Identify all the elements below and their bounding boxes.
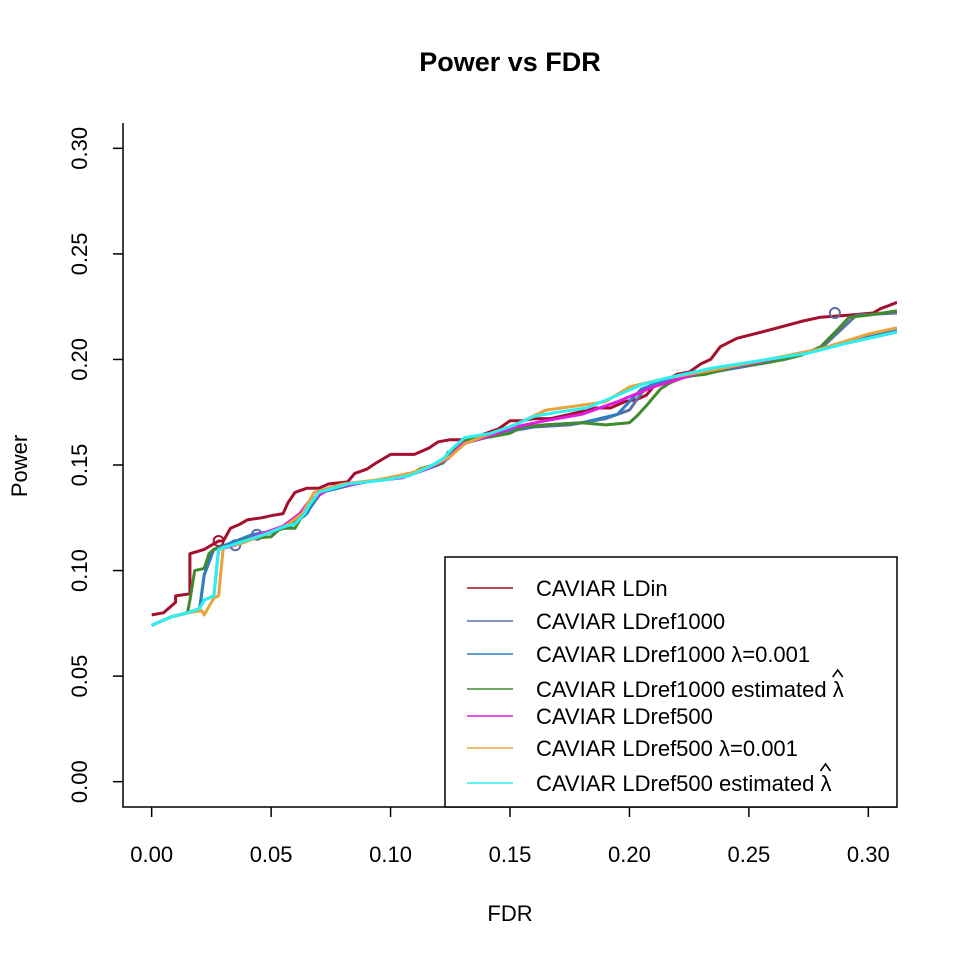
x-tick-label: 0.15 (489, 842, 532, 867)
legend-label-6: CAVIAR LDref500 λ=0.001 (536, 736, 798, 761)
legend: CAVIAR LDin CAVIAR LDref1000 CAVIAR LDref1… (444, 556, 898, 808)
plot-lines (151, 300, 897, 627)
legend-label-1: CAVIAR LDin (536, 576, 668, 601)
x-tick-label: 0.25 (727, 842, 770, 867)
axes: 0.00 0.05 0.10 0.15 0.20 0.25 0.30 0.00 0.05 0.10… (67, 123, 897, 867)
y-tick-label: 0.15 (67, 444, 92, 487)
y-tick-label: 0.20 (67, 338, 92, 381)
legend-label-5: CAVIAR LDref500 (536, 704, 713, 729)
y-tick-label: 0.25 (67, 232, 92, 275)
x-tick-label: 0.00 (130, 842, 173, 867)
legend-label-4: CAVIAR LDref1000 estimated λ (536, 677, 844, 702)
y-tick-label: 0.10 (67, 549, 92, 592)
legend-box (444, 556, 898, 808)
chart-title: Power vs FDR (419, 47, 601, 77)
y-tick-label: 0.05 (67, 655, 92, 698)
x-tick-label: 0.05 (250, 842, 293, 867)
x-axis-label: FDR (487, 901, 532, 926)
x-tick-label: 0.30 (847, 842, 890, 867)
legend-label-2: CAVIAR LDref1000 (536, 609, 725, 634)
y-tick-label: 0.30 (67, 127, 92, 170)
x-tick-label: 0.10 (369, 842, 412, 867)
lambda-hat-accent (832, 668, 844, 678)
x-tick-label: 0.20 (608, 842, 651, 867)
series-2-marker-3 (828, 307, 841, 319)
lambda-hat-accent (819, 762, 832, 772)
y-tick-label: 0.00 (67, 760, 92, 803)
y-axis-label: Power (7, 435, 32, 497)
legend-label-7: CAVIAR LDref500 estimated λ (536, 771, 832, 796)
series-line-7 (151, 330, 897, 627)
legend-label-3: CAVIAR LDref1000 λ=0.001 (536, 642, 810, 667)
